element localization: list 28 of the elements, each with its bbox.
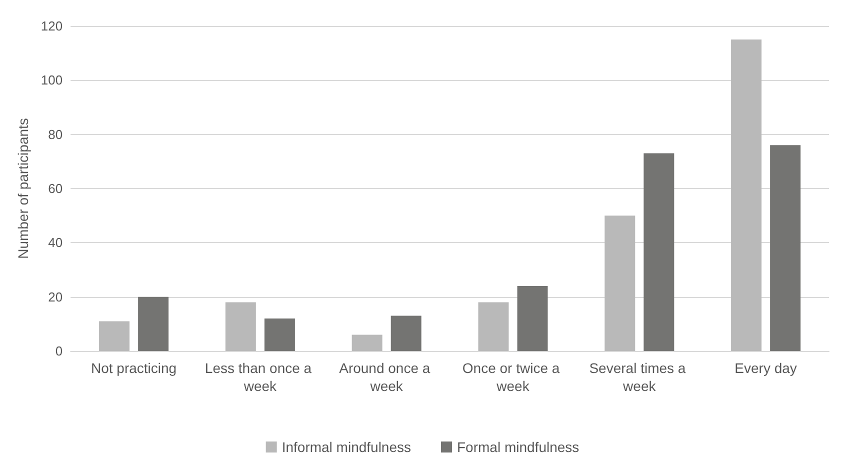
bar	[731, 40, 762, 351]
x-tick-label: Once or twice a week	[462, 360, 564, 394]
legend-label: Formal mindfulness	[457, 439, 580, 455]
y-tick-label: 80	[48, 126, 63, 142]
bar	[99, 321, 130, 351]
x-tick-label: Every day	[734, 360, 797, 376]
bar	[264, 318, 295, 351]
bar	[352, 334, 382, 351]
bar	[517, 286, 548, 351]
y-tick-label: 100	[40, 72, 63, 88]
bar	[770, 145, 801, 351]
y-tick-label: 60	[48, 181, 63, 196]
y-tick-label: 0	[55, 344, 63, 358]
x-tick-label: Around once a week	[339, 360, 434, 394]
bar	[644, 153, 674, 351]
bar	[225, 302, 256, 351]
x-tick-label: Several times a week	[589, 360, 690, 394]
y-tick-label: 120	[40, 18, 63, 34]
bar	[390, 316, 422, 351]
bar	[478, 302, 509, 351]
x-tick-label: Not practicing	[90, 360, 177, 376]
bar	[138, 296, 169, 351]
y-tick-label: 20	[48, 289, 63, 304]
legend-label: Informal mindfulness	[282, 439, 412, 455]
y-axis-title: Number of participants	[15, 118, 31, 259]
y-tick-label: 40	[48, 235, 63, 250]
bar	[604, 216, 636, 351]
x-tick-label: Less than once a week	[204, 360, 316, 394]
